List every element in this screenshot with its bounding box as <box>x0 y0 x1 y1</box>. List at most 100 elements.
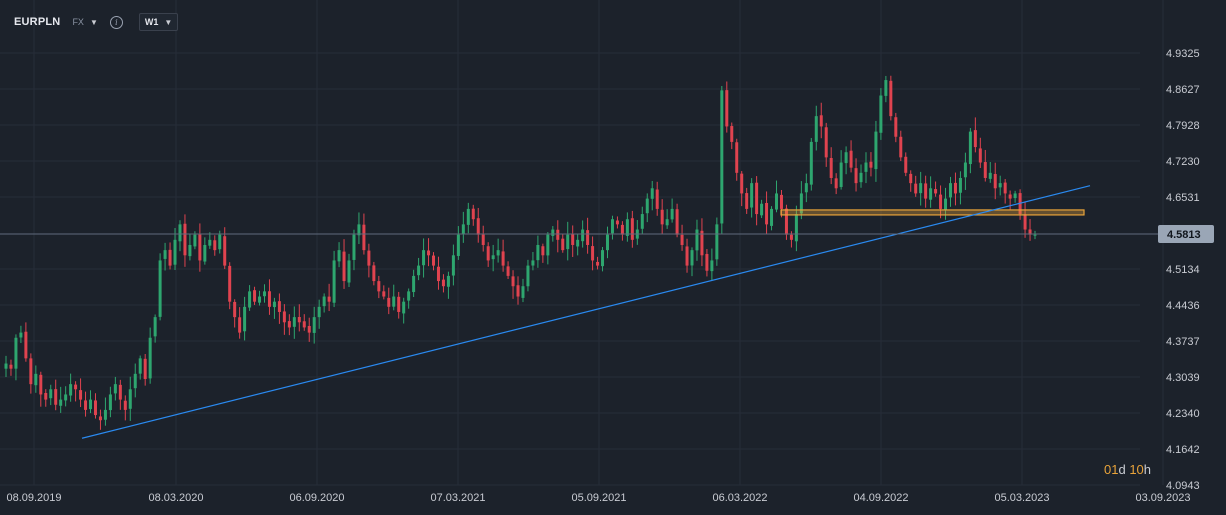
candle-body <box>352 234 356 260</box>
candle-body <box>740 173 744 194</box>
chevron-down-icon: ▼ <box>164 17 173 27</box>
y-tick-label: 4.4436 <box>1166 300 1200 312</box>
candle-body <box>601 250 605 267</box>
candle-body <box>133 373 137 389</box>
candle-body <box>412 275 416 293</box>
candle-body <box>198 234 202 261</box>
y-tick-label: 4.2340 <box>1166 408 1200 420</box>
candle-body <box>188 244 192 257</box>
candle-body <box>277 301 281 312</box>
candle-body <box>665 219 669 226</box>
candle-body <box>948 183 952 198</box>
candle-body <box>735 142 739 173</box>
candle-body <box>208 239 212 246</box>
y-tick-label: 4.8627 <box>1166 84 1200 96</box>
candle-body <box>879 95 883 133</box>
candle-body <box>79 390 83 400</box>
candle-body <box>939 194 943 209</box>
candle-body <box>993 174 997 189</box>
candle-body <box>267 291 271 307</box>
candle-body <box>760 203 764 216</box>
candle-body <box>988 172 992 179</box>
candle-body <box>566 234 570 250</box>
candle-body <box>317 306 321 318</box>
candle-body <box>675 209 679 235</box>
candle-body <box>541 246 545 256</box>
candle-body <box>108 394 112 411</box>
info-circle-icon[interactable]: i <box>109 15 123 29</box>
candle-body <box>163 250 167 259</box>
y-tick-label: 4.1642 <box>1166 444 1200 456</box>
candle-body <box>914 183 918 194</box>
x-tick-label: 05.03.2023 <box>994 492 1049 504</box>
candle-body <box>173 239 177 265</box>
candle-body <box>551 229 555 236</box>
candle-body <box>93 400 97 416</box>
x-tick-label: 03.09.2023 <box>1135 492 1190 504</box>
x-tick-label: 05.09.2021 <box>571 492 626 504</box>
candle-body <box>630 218 634 240</box>
timeframe-selector[interactable]: W1 ▼ <box>138 13 179 31</box>
candle-body <box>904 156 908 173</box>
candle-body <box>1033 234 1037 236</box>
candle-body <box>944 198 948 210</box>
candle-body <box>620 224 624 235</box>
candle-body <box>670 208 674 220</box>
candle-body <box>193 234 197 247</box>
countdown-days-unit: d <box>1118 462 1126 477</box>
candle-body <box>775 193 779 210</box>
candle-body <box>471 208 475 220</box>
candle-body <box>968 131 972 165</box>
candle-body <box>347 260 351 283</box>
candle-body <box>4 363 8 369</box>
candle-body <box>367 250 371 266</box>
candle-body <box>695 229 699 251</box>
candle-body <box>69 384 73 396</box>
y-tick-label: 4.6531 <box>1166 192 1200 204</box>
y-tick-label: 4.3039 <box>1166 372 1200 384</box>
candle-body <box>138 358 142 374</box>
candle-body <box>496 250 500 256</box>
candle-body <box>725 90 729 127</box>
candle-body <box>655 189 659 209</box>
candle-body <box>302 321 306 328</box>
candle-body <box>327 296 331 302</box>
candle-body <box>536 244 540 261</box>
candle-body <box>148 337 152 379</box>
candle-body <box>919 183 923 194</box>
candle-body <box>84 400 88 410</box>
candle-body <box>357 224 361 236</box>
candle-body <box>451 255 455 276</box>
candle-body <box>516 285 520 297</box>
candle-body <box>253 290 257 302</box>
candle-body <box>809 141 813 185</box>
candle-body <box>64 394 68 401</box>
candle-body <box>750 183 754 208</box>
symbol-label[interactable]: EURPLN <box>14 16 61 28</box>
candle-body <box>1023 214 1027 230</box>
candle-body <box>258 296 262 303</box>
candle-body <box>506 266 510 276</box>
candle-body <box>223 236 227 266</box>
y-tick-label: 4.0943 <box>1166 480 1200 492</box>
candle-body <box>581 229 585 242</box>
candle-body <box>650 188 654 199</box>
candle-body <box>168 249 172 266</box>
candle-body <box>869 161 873 168</box>
candle-body <box>332 260 336 303</box>
candle-body <box>794 214 798 242</box>
candle-body <box>486 246 490 261</box>
candle-body <box>909 173 913 184</box>
y-tick-label: 4.7928 <box>1166 120 1200 132</box>
candle-body <box>128 389 132 409</box>
candle-body <box>54 389 58 405</box>
y-tick-label: 4.9325 <box>1166 48 1200 60</box>
timeframe-label: W1 <box>144 17 159 27</box>
candle-body <box>839 162 843 187</box>
candle-body <box>392 296 396 307</box>
candle-body <box>74 384 78 390</box>
candle-body <box>362 224 366 251</box>
caret-down-icon[interactable]: ▼ <box>89 17 98 27</box>
candle-body <box>610 219 614 234</box>
